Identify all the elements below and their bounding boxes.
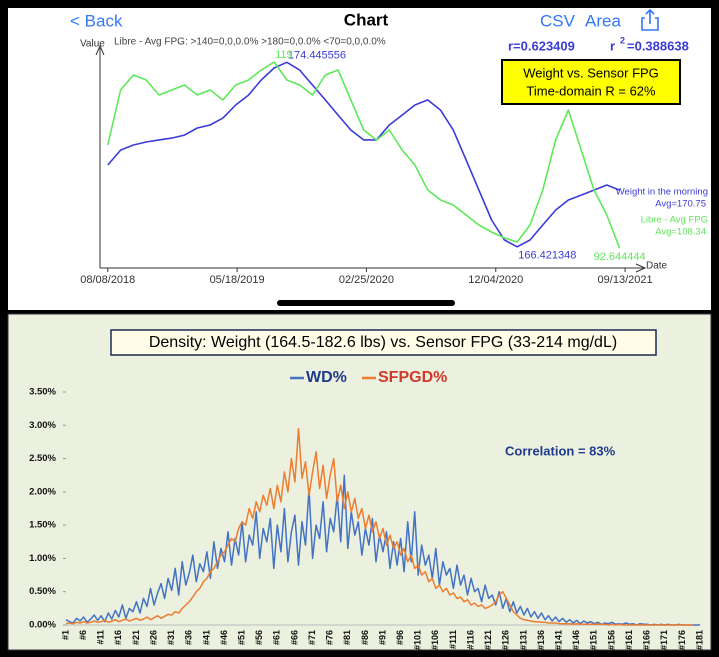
r2-label: r bbox=[610, 38, 615, 53]
x-tick-label: #66 bbox=[289, 630, 299, 645]
x-tick-label: #71 bbox=[307, 630, 317, 645]
x-tick-label: #46 bbox=[219, 630, 229, 645]
series-line bbox=[65, 427, 693, 626]
value-label: 119 bbox=[275, 49, 293, 61]
x-tick-label: #156 bbox=[606, 630, 616, 650]
x-tick-label: #121 bbox=[483, 630, 493, 650]
series-line bbox=[107, 61, 620, 248]
x-tick-label: #111 bbox=[448, 630, 458, 649]
x-tick-label: #141 bbox=[553, 630, 563, 650]
value-label: 174.445556 bbox=[288, 49, 346, 61]
series-average: Avg=170.75 bbox=[655, 199, 706, 210]
legend-label: SFPGD% bbox=[378, 369, 447, 386]
x-tick-label: 12/04/2020 bbox=[468, 274, 523, 286]
summary-line: Weight vs. Sensor FPG bbox=[523, 65, 659, 80]
x-tick-label: #161 bbox=[624, 630, 634, 650]
x-tick-label: #91 bbox=[377, 630, 387, 645]
x-tick-label: #166 bbox=[642, 630, 652, 650]
title-box bbox=[110, 329, 657, 356]
x-tick-label: #61 bbox=[272, 630, 282, 645]
r-label: r=0.623409 bbox=[508, 38, 575, 53]
x-tick-label: #101 bbox=[413, 630, 423, 650]
x-tick-label: #76 bbox=[325, 630, 335, 645]
value-label: 166.421348 bbox=[518, 250, 576, 262]
back-button[interactable]: < Back bbox=[70, 11, 123, 30]
x-tick-label: #86 bbox=[360, 630, 370, 645]
nav-title: Chart bbox=[344, 10, 389, 29]
x-tick-label: #56 bbox=[254, 630, 264, 645]
x-tick-label: #36 bbox=[184, 630, 194, 645]
area-button[interactable]: Area bbox=[585, 11, 621, 30]
y-tick-label: 3.50% bbox=[29, 387, 56, 398]
bottom-panel bbox=[7, 313, 712, 651]
x-axis bbox=[100, 263, 647, 273]
y-tick-label: 0.00% bbox=[29, 620, 56, 631]
y-tick-label: 1.00% bbox=[29, 553, 56, 564]
x-tick-label: #31 bbox=[166, 630, 176, 645]
x-tick-label: #81 bbox=[342, 630, 352, 645]
value-label: 92.644444 bbox=[594, 251, 646, 263]
y-tick-label: 2.00% bbox=[29, 486, 56, 497]
x-tick-label: #151 bbox=[589, 630, 599, 650]
x-tick-label: #126 bbox=[501, 630, 511, 650]
x-tick-label: #96 bbox=[395, 630, 405, 645]
csv-button[interactable]: CSV bbox=[540, 11, 576, 30]
correlation-annotation: Correlation = 83% bbox=[505, 443, 616, 458]
x-tick-label: #26 bbox=[148, 630, 158, 645]
home-indicator bbox=[277, 300, 455, 306]
x-tick-label: #1 bbox=[60, 630, 70, 640]
x-tick-label: #171 bbox=[659, 630, 669, 650]
x-tick-label: 08/08/2018 bbox=[80, 274, 135, 286]
x-tick-label: #6 bbox=[78, 630, 88, 640]
x-tick-label: #106 bbox=[430, 630, 440, 650]
x-tick-label: #11 bbox=[96, 630, 106, 645]
series-line bbox=[107, 61, 621, 249]
chart-title: Density: Weight (164.5-182.6 lbs) vs. Se… bbox=[149, 334, 617, 351]
y-tick-label: 2.50% bbox=[29, 453, 56, 464]
x-tick-label: #51 bbox=[236, 630, 246, 645]
share-icon-box bbox=[641, 17, 659, 31]
x-tick-label: #41 bbox=[201, 630, 211, 645]
x-tick-label: #136 bbox=[536, 630, 546, 650]
series-average: Avg=108.34 bbox=[655, 227, 706, 238]
x-tick-label: 05/18/2019 bbox=[210, 274, 265, 286]
y-tick-label: 0.50% bbox=[29, 586, 56, 597]
x-axis-label: Date bbox=[646, 261, 668, 272]
y-axis-label: Value bbox=[80, 39, 105, 50]
x-tick-label: #131 bbox=[518, 630, 528, 650]
x-tick-label: #146 bbox=[571, 630, 581, 650]
share-button[interactable] bbox=[641, 8, 659, 31]
share-icon-arrow bbox=[645, 8, 655, 24]
x-tick-label: #181 bbox=[694, 630, 704, 650]
top-panel bbox=[8, 8, 711, 310]
x-tick-label: 09/13/2021 bbox=[598, 274, 653, 286]
x-tick-label: #21 bbox=[131, 630, 141, 645]
x-tick-label: 02/25/2020 bbox=[339, 274, 394, 286]
r2-superscript: 2 bbox=[620, 35, 625, 45]
y-axis bbox=[95, 44, 105, 268]
x-tick-label: #16 bbox=[113, 630, 123, 645]
x-tick-label: #176 bbox=[677, 630, 687, 650]
summary-line: Time-domain R = 62% bbox=[526, 83, 656, 98]
stats-subtitle: Libre - Avg FPG: >140=0,0,0.0% >180=0,0.… bbox=[114, 37, 386, 48]
y-tick-label: 3.00% bbox=[29, 420, 56, 431]
r2-value: =0.388638 bbox=[627, 38, 689, 53]
series-name: Libre - Avg FPG bbox=[641, 215, 708, 226]
x-tick-label: #116 bbox=[465, 630, 475, 650]
y-tick-label: 1.50% bbox=[29, 520, 56, 531]
summary-box bbox=[501, 59, 681, 105]
legend-label: WD% bbox=[306, 369, 347, 386]
series-name: Weight in the morning bbox=[616, 187, 708, 198]
